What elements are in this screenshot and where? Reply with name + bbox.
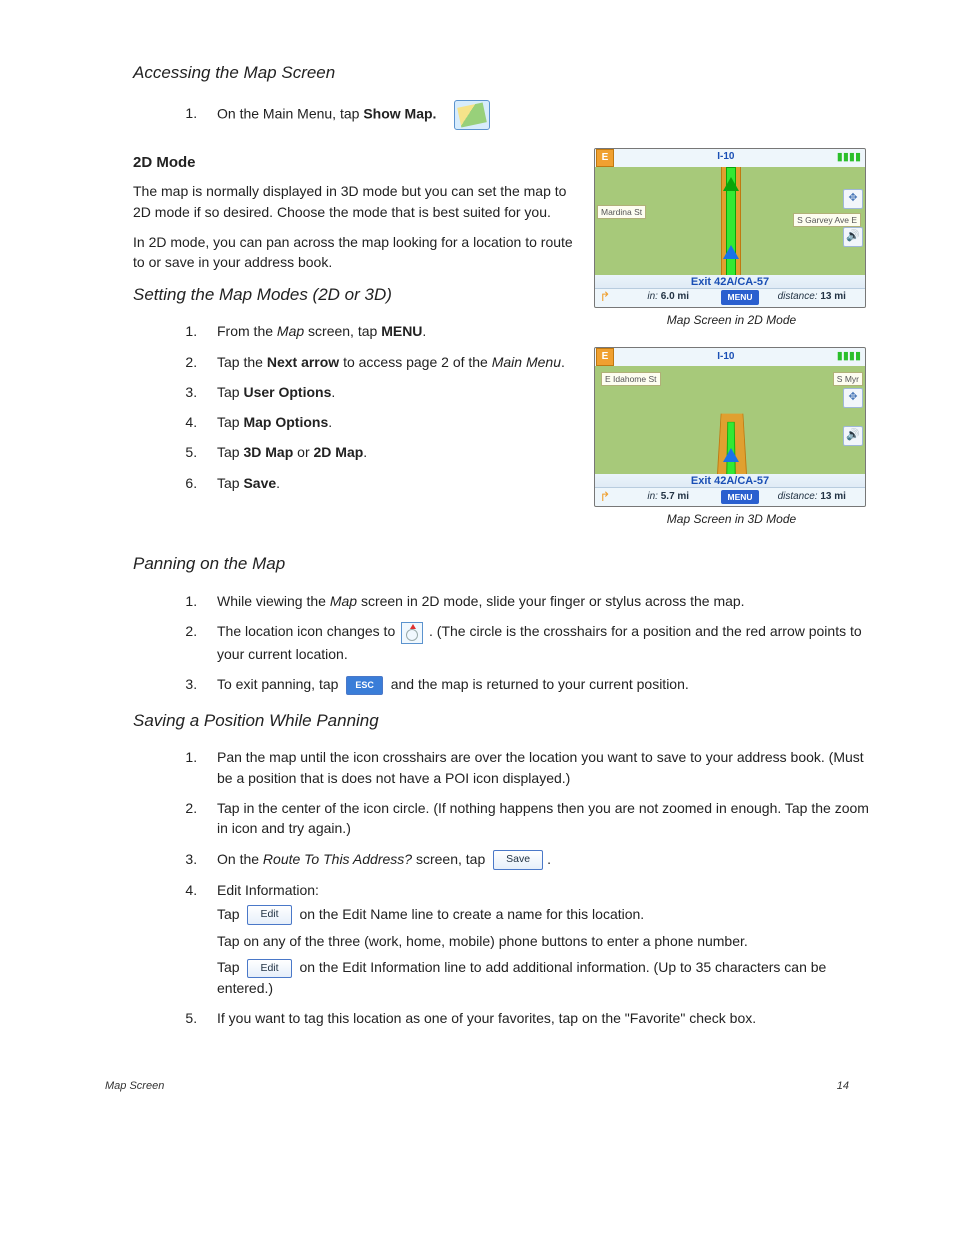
position-cursor-icon — [723, 245, 739, 259]
street-label-2: S Garvey Ave E — [793, 213, 861, 227]
side-button-2: 🔊 — [843, 227, 863, 247]
dest-arrow-icon — [723, 177, 739, 191]
turn-icon: ↱ — [595, 288, 615, 307]
save-step-1: Pan the map until the icon crosshairs ar… — [201, 747, 869, 788]
pan-step-1: While viewing the Map screen in 2D mode,… — [201, 591, 869, 611]
pan-step-2: The location icon changes to . (The circ… — [201, 621, 869, 664]
street-label-1: Mardina St — [597, 205, 646, 219]
side-button-2: 🔊 — [843, 426, 863, 446]
dist-in: in: 6.0 mi — [615, 290, 721, 305]
position-cursor-icon — [723, 448, 739, 462]
edit-button[interactable]: Edit — [247, 905, 291, 924]
road-title: I-10 — [615, 150, 837, 165]
signal-icon: ▮▮▮▮ — [837, 150, 861, 166]
page-footer: Map Screen 14 — [105, 1079, 849, 1095]
street-label-4: S Myr — [833, 372, 863, 386]
street-label-3: E Idahome St — [601, 372, 661, 386]
menu-pill: MENU — [721, 290, 758, 304]
dist-total: distance: 13 mi — [759, 490, 865, 505]
map-bottombar: ↱ in: 6.0 mi MENU distance: 13 mi — [595, 288, 865, 307]
save-step-4: Edit Information: Tap Edit on the Edit N… — [201, 880, 869, 999]
heading-panning: Panning on the Map — [133, 552, 869, 577]
signal-icon: ▮▮▮▮ — [837, 349, 861, 365]
save-sub-3: Tap Edit on the Edit Information line to… — [217, 957, 869, 998]
dist-total: distance: 13 mi — [759, 290, 865, 305]
save-step-5: If you want to tag this location as one … — [201, 1008, 869, 1028]
caption-2d: Map Screen in 2D Mode — [594, 312, 869, 329]
save-button[interactable]: Save — [493, 850, 543, 869]
esc-button[interactable]: ESC — [346, 676, 383, 695]
save-sub-2: Tap on any of the three (work, home, mob… — [217, 931, 869, 951]
text: On the Main Menu, tap — [217, 105, 363, 121]
map-bottombar: ↱ in: 5.7 mi MENU distance: 13 mi — [595, 487, 865, 506]
exit-label: Exit 42A/CA-57 — [595, 474, 865, 488]
pan-location-icon — [401, 622, 423, 644]
compass-icon: E — [596, 348, 614, 366]
side-button-1: ✥ — [843, 189, 863, 209]
para-2d-a: The map is normally displayed in 3D mode… — [133, 181, 593, 222]
map-topbar: E I-10 ▮▮▮▮ — [595, 149, 865, 167]
map-topbar: E I-10 ▮▮▮▮ — [595, 348, 865, 366]
map-screenshot-2d: E I-10 ▮▮▮▮ ✥ 🔊 Mardina St S Garvey Ave … — [594, 148, 866, 308]
road-title: I-10 — [615, 350, 837, 365]
pan-step-3: To exit panning, tap ESC and the map is … — [201, 674, 869, 695]
figures-column: E I-10 ▮▮▮▮ ✥ 🔊 Mardina St S Garvey Ave … — [594, 148, 869, 547]
access-step-1: On the Main Menu, tap Show Map. — [201, 100, 869, 130]
caption-3d: Map Screen in 3D Mode — [594, 511, 869, 528]
footer-section: Map Screen — [105, 1079, 164, 1095]
save-step-2: Tap in the center of the icon circle. (I… — [201, 798, 869, 839]
save-step-3: On the Route To This Address? screen, ta… — [201, 849, 869, 870]
edit-button[interactable]: Edit — [247, 959, 291, 978]
dist-in: in: 5.7 mi — [615, 490, 721, 505]
save-sub-1: Tap Edit on the Edit Name line to create… — [217, 904, 869, 925]
compass-icon: E — [596, 149, 614, 167]
map-screenshot-3d: E I-10 ▮▮▮▮ ✥ 🔊 E Idahome St S Myr Exit … — [594, 347, 866, 507]
side-button-1: ✥ — [843, 388, 863, 408]
exit-label: Exit 42A/CA-57 — [595, 275, 865, 289]
menu-pill: MENU — [721, 490, 758, 504]
heading-saving-position: Saving a Position While Panning — [133, 709, 869, 734]
para-2d-b: In 2D mode, you can pan across the map l… — [133, 232, 593, 273]
show-map-icon — [454, 100, 490, 130]
footer-page-number: 14 — [837, 1079, 849, 1095]
turn-icon: ↱ — [595, 488, 615, 507]
heading-accessing: Accessing the Map Screen — [133, 61, 869, 86]
show-map-label: Show Map. — [363, 105, 436, 121]
